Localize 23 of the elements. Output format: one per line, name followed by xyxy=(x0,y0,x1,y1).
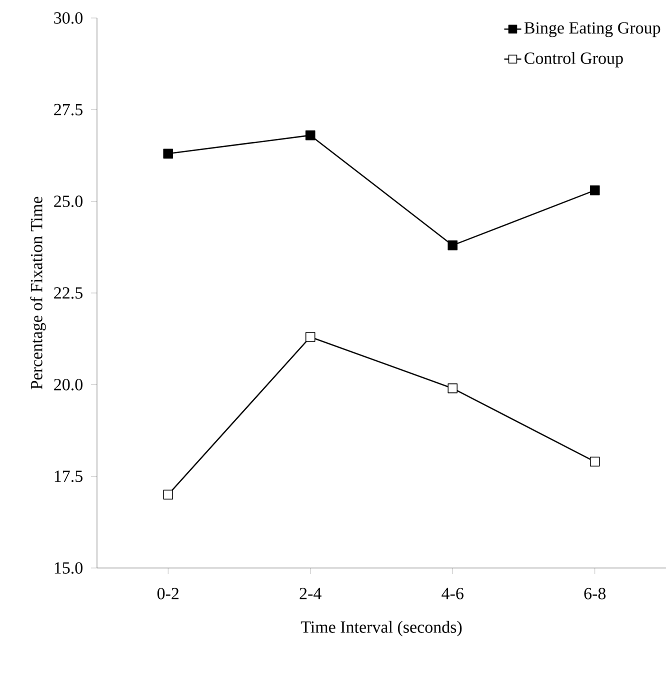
y-tick-label: 22.5 xyxy=(54,287,82,299)
legend-label: Binge Eating Group xyxy=(524,22,660,38)
point xyxy=(163,148,173,159)
legend-label: Control Group xyxy=(524,52,623,68)
x-tick-label: 2-4 xyxy=(300,588,322,600)
x-tick-label: 0-2 xyxy=(157,588,178,600)
point xyxy=(305,332,316,342)
y-tick-label: 15.0 xyxy=(54,562,82,574)
point xyxy=(590,185,600,196)
x-tick-label: 6-8 xyxy=(584,588,606,600)
point xyxy=(590,456,600,467)
y-tick-label: 27.5 xyxy=(54,104,82,116)
y-tick-label: 25.0 xyxy=(54,196,82,208)
point xyxy=(448,383,458,394)
y-tick-label: 30.0 xyxy=(54,12,82,24)
point xyxy=(305,130,316,140)
y-tick-label: 17.5 xyxy=(54,470,82,482)
point xyxy=(448,240,458,250)
x-axis-title: Time Interval (seconds) xyxy=(300,620,462,636)
y-axis-title: Percentage of Fixation Time xyxy=(30,196,46,390)
y-tick-label: 20.0 xyxy=(54,378,82,390)
x-tick-label: 4-6 xyxy=(442,588,464,600)
point xyxy=(163,490,173,500)
